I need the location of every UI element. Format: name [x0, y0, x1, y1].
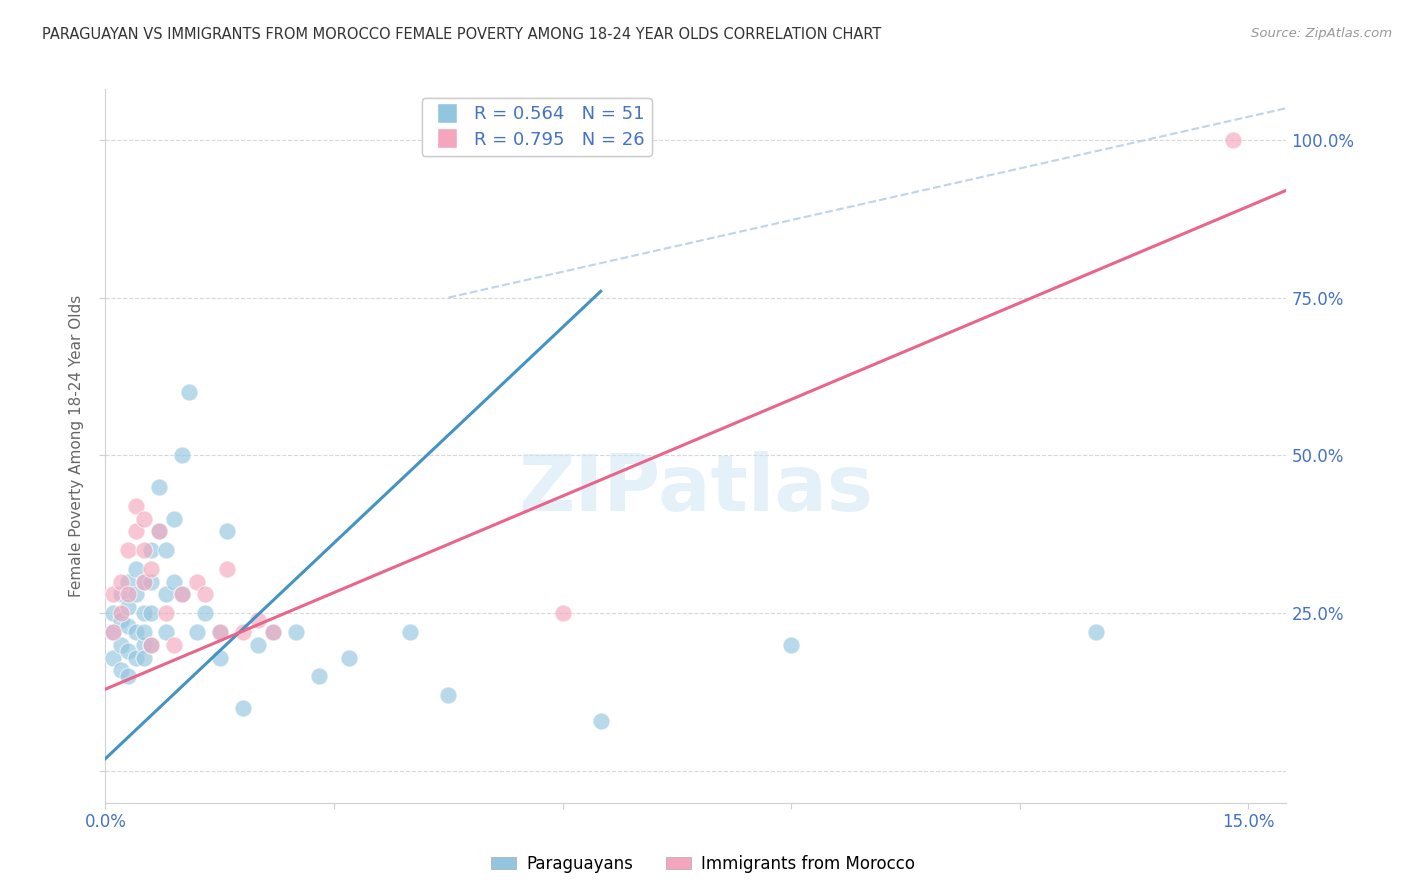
Point — [437, 689, 460, 703]
Point — [110, 587, 132, 601]
Point — [262, 625, 284, 640]
Point — [179, 385, 201, 400]
Point — [141, 607, 163, 621]
Point — [132, 625, 155, 640]
Point — [110, 663, 132, 677]
Point — [125, 650, 148, 665]
Point — [125, 499, 148, 513]
Point — [217, 562, 239, 576]
Point — [551, 607, 574, 621]
Point — [125, 562, 148, 576]
Text: PARAGUAYAN VS IMMIGRANTS FROM MOROCCO FEMALE POVERTY AMONG 18-24 YEAR OLDS CORRE: PARAGUAYAN VS IMMIGRANTS FROM MOROCCO FE… — [42, 27, 882, 42]
Point — [170, 449, 193, 463]
Point — [193, 587, 215, 601]
Point — [337, 650, 360, 665]
Point — [155, 607, 177, 621]
Point — [132, 574, 155, 589]
Point — [163, 511, 186, 525]
Point — [208, 650, 231, 665]
Point — [284, 625, 307, 640]
Point — [155, 625, 177, 640]
Point — [155, 587, 177, 601]
Point — [110, 613, 132, 627]
Point — [148, 480, 170, 494]
Point — [163, 574, 186, 589]
Point — [148, 524, 170, 539]
Point — [117, 619, 139, 633]
Point — [155, 543, 177, 558]
Legend: Paraguayans, Immigrants from Morocco: Paraguayans, Immigrants from Morocco — [484, 848, 922, 880]
Point — [110, 574, 132, 589]
Point — [1222, 133, 1244, 147]
Point — [141, 574, 163, 589]
Y-axis label: Female Poverty Among 18-24 Year Olds: Female Poverty Among 18-24 Year Olds — [69, 295, 84, 597]
Point — [117, 600, 139, 615]
Point — [132, 607, 155, 621]
Point — [117, 574, 139, 589]
Point — [246, 613, 269, 627]
Point — [101, 650, 124, 665]
Point — [246, 638, 269, 652]
Point — [117, 587, 139, 601]
Point — [193, 607, 215, 621]
Point — [399, 625, 422, 640]
Point — [141, 638, 163, 652]
Point — [101, 587, 124, 601]
Point — [125, 524, 148, 539]
Point — [110, 638, 132, 652]
Point — [163, 638, 186, 652]
Point — [132, 543, 155, 558]
Point — [110, 607, 132, 621]
Text: Source: ZipAtlas.com: Source: ZipAtlas.com — [1251, 27, 1392, 40]
Point — [1085, 625, 1108, 640]
Point — [132, 574, 155, 589]
Point — [132, 511, 155, 525]
Point — [141, 562, 163, 576]
Point — [170, 587, 193, 601]
Point — [141, 638, 163, 652]
Point — [117, 669, 139, 683]
Point — [101, 625, 124, 640]
Point — [308, 669, 330, 683]
Point — [232, 701, 254, 715]
Text: ZIPatlas: ZIPatlas — [519, 450, 873, 527]
Point — [125, 625, 148, 640]
Point — [217, 524, 239, 539]
Point — [132, 638, 155, 652]
Point — [186, 574, 208, 589]
Point — [232, 625, 254, 640]
Point — [117, 644, 139, 658]
Point — [141, 543, 163, 558]
Point — [208, 625, 231, 640]
Point — [186, 625, 208, 640]
Point — [125, 587, 148, 601]
Point — [117, 543, 139, 558]
Point — [780, 638, 803, 652]
Legend: R = 0.564   N = 51, R = 0.795   N = 26: R = 0.564 N = 51, R = 0.795 N = 26 — [422, 98, 652, 156]
Point — [101, 607, 124, 621]
Point — [132, 650, 155, 665]
Point — [208, 625, 231, 640]
Point — [589, 714, 612, 728]
Point — [101, 625, 124, 640]
Point — [262, 625, 284, 640]
Point — [170, 587, 193, 601]
Point — [148, 524, 170, 539]
